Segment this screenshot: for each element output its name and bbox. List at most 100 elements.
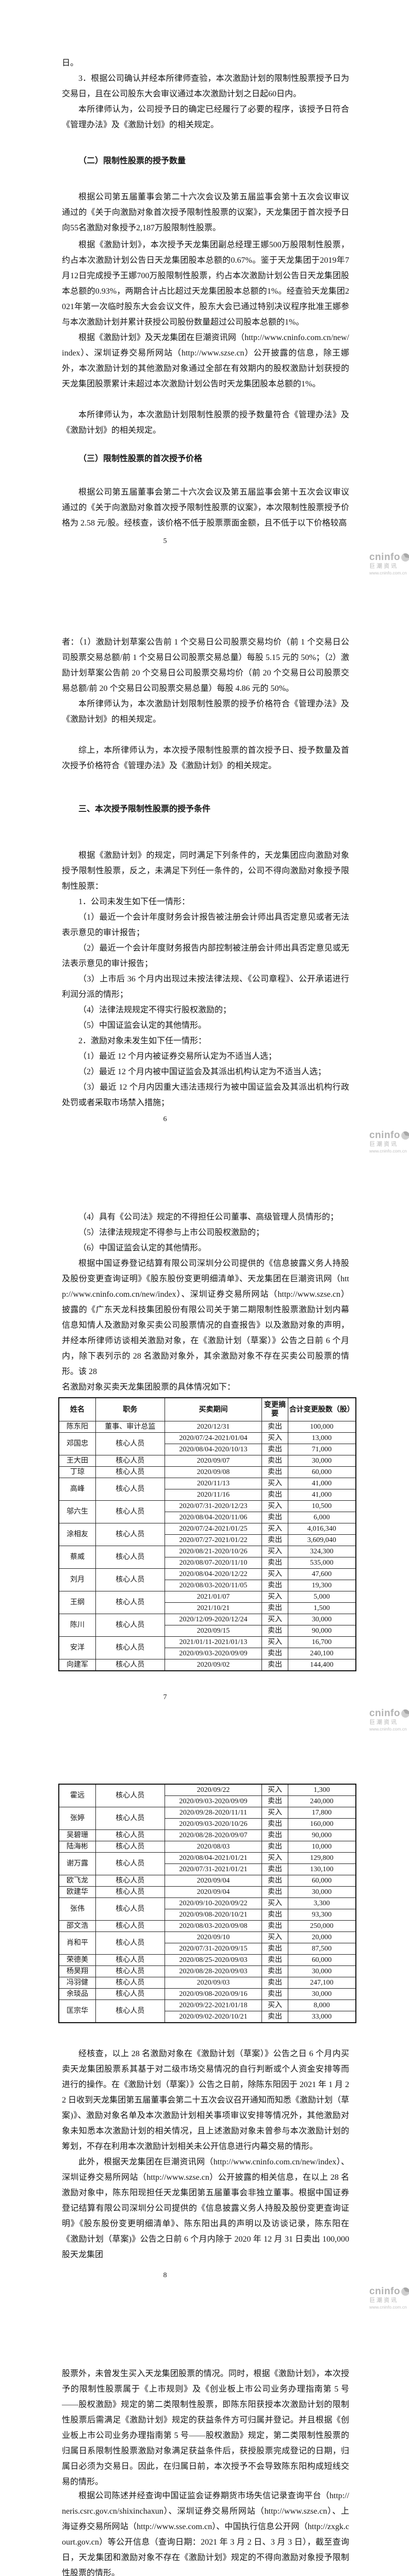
- table-row: 2020/09/02-2020/10/21 卖出 33,000: [59, 2011, 356, 2023]
- cell-position: 核心人员: [95, 1852, 165, 1875]
- table-row: 王大田 核心人员 2020/09/07 卖出 30,000: [58, 1455, 356, 1467]
- cell-action: 卖出: [261, 1421, 288, 1433]
- cell-position: 核心人员: [95, 1920, 165, 1932]
- table-row: 2020/07/31-2020/09/15 卖出 87,500: [59, 1943, 356, 1955]
- cell-shares: 1,500: [287, 1602, 356, 1614]
- list-item: （5）法律法规规定不得参与上市公司股权激励的；: [78, 1228, 265, 1237]
- cell-period: 2020/08/28-2020/09/03: [164, 1965, 263, 1977]
- cell-period: 2021/01/07: [164, 1591, 263, 1603]
- table-row: 欧飞龙 核心人员 2020/09/04 卖出 60,000: [58, 1875, 356, 1887]
- cell-position: 核心人员: [95, 1591, 165, 1614]
- paragraph: 本所律师认为，本次激励计划限制性股票的授予数量符合《管理办法》及《激励计划》的相…: [62, 411, 349, 435]
- cell-name: 陈东阳: [58, 1421, 96, 1433]
- cell-action: 卖出: [261, 1489, 288, 1501]
- paragraph: 根据《激励计划》的规定，同时满足下列条件的，天龙集团应向激励对象授予限制性股票，…: [62, 851, 349, 891]
- page-6: 者：（1）激励计划草案公告前 1 个交易日公司股票交易均价（前 1 个交易日公司…: [0, 578, 409, 1156]
- cninfo-url: www.cninfo.com.cn: [369, 1726, 407, 1732]
- cell-shares: 129,800: [287, 1852, 356, 1864]
- cell-shares: 19,300: [287, 1580, 356, 1591]
- paragraph: 名激励对象买卖天龙集团股票的具体情况如下：: [62, 1383, 236, 1392]
- cell-position: 核心人员: [95, 1999, 165, 2023]
- cninfo-url: www.cninfo.com.cn: [369, 2304, 407, 2310]
- cninfo-swirl-icon: [401, 2287, 409, 2296]
- cell-name: 陈川: [58, 1614, 96, 1637]
- cell-name: 匡宗华: [58, 1999, 96, 2023]
- cell-shares: 240,000: [287, 1795, 356, 1807]
- cell-period: 2020/07/31-2021/01/21: [164, 1863, 263, 1875]
- table-header: 变更摘要: [261, 1397, 288, 1421]
- table-row: 丁琼 核心人员 2020/09/08 卖出 60,000: [58, 1466, 356, 1478]
- cell-name: 高峰: [58, 1478, 96, 1501]
- table-row: 邓国忠 核心人员 2020/07/24-2021/01/04 买入 13,000: [58, 1432, 356, 1455]
- cell-shares: 17,800: [287, 1807, 356, 1819]
- list-item: 1．公司未发生如下任一情形：: [78, 897, 190, 906]
- cell-period: 2020/08/03-2020/11/05: [164, 1580, 263, 1591]
- cell-period: 2020/11/16: [164, 1489, 263, 1501]
- cell-shares: 30,000: [287, 1886, 356, 1898]
- cell-shares: 41,000: [287, 1478, 356, 1489]
- cell-period: 2020/09/10: [164, 1931, 263, 1943]
- cninfo-chinese-name: 巨潮资讯: [369, 563, 398, 569]
- cell-name: 欧建华: [58, 1886, 96, 1898]
- cell-shares: 535,000: [287, 1557, 356, 1569]
- cell-action: 卖出: [261, 1795, 288, 1807]
- cell-action: 卖出: [261, 1557, 288, 1569]
- cell-shares: 240,100: [287, 1648, 356, 1659]
- table-row: 2020/09/03-2020/09/09 卖出 240,000: [59, 1795, 356, 1807]
- table-row: 荣德美 核心人员 2020/08/25-2020/09/03 卖出 60,000: [58, 1954, 356, 1966]
- cell-action: 买入: [261, 1523, 288, 1535]
- table-row: 涂相友 核心人员 2020/07/24-2021/01/25 买入 4,016,340: [58, 1523, 356, 1546]
- list-item: （6）中国证监会认定的其他情形。: [78, 1244, 207, 1252]
- cell-action: 买入: [261, 1478, 288, 1489]
- cell-position: 核心人员: [95, 1500, 165, 1523]
- cninfo-logo-text: cninfo: [369, 1130, 400, 1141]
- cell-period: 2020/08/03: [164, 1841, 263, 1853]
- table-row: 肖和平 核心人员 2020/09/10 买入 20,000: [58, 1931, 356, 1955]
- cell-shares: 247,100: [287, 1977, 356, 1989]
- list-item: （5）中国证监会认定的其他情形。: [78, 1021, 207, 1030]
- cell-action: 买入: [261, 1636, 288, 1648]
- cell-name: 陆海彬: [58, 1841, 96, 1853]
- page-number: 5: [163, 537, 167, 545]
- cell-period: 2020/07/24-2021/01/04: [164, 1432, 263, 1444]
- table-row: 邵文浩 核心人员 2020/08/03-2020/09/08 卖出 250,000: [58, 1920, 356, 1932]
- table-row: 陈东阳 董事、审计总监 2020/12/31 卖出 100,000: [58, 1421, 356, 1433]
- table-row: 张伟 核心人员 2020/09/10-2020/09/22 买入 3,300: [58, 1897, 356, 1921]
- cninfo-swirl-icon: [401, 1131, 409, 1140]
- table-row: 2020/08/07-2020/11/10 卖出 535,000: [59, 1557, 356, 1569]
- cell-position: 核心人员: [95, 1546, 165, 1569]
- cell-shares: 6,000: [287, 1512, 356, 1523]
- page-9: 股票外，未曾发生买入天龙集团股票的情况。同时，根据《激励计划》，本次授予的限制性…: [0, 2312, 409, 2576]
- table-row: 安洋 核心人员 2021/01/11-2021/01/13 买入 16,700: [58, 1636, 356, 1659]
- cell-position: 核心人员: [95, 1807, 165, 1830]
- cell-action: 卖出: [261, 1466, 288, 1478]
- cell-period: 2020/12/31: [164, 1421, 263, 1433]
- cell-shares: 16,700: [287, 1636, 356, 1648]
- table-row: 2021/10/21 卖出 1,500: [59, 1602, 356, 1614]
- cninfo-logo-text: cninfo: [369, 1708, 400, 1719]
- cell-period: 2020/08/04-2020/12/22: [164, 1568, 263, 1580]
- table-row: 谢万露 核心人员 2020/08/04-2021/01/21 买入 129,800: [58, 1852, 356, 1875]
- cninfo-watermark: cninfo 巨潮资讯 www.cninfo.com.cn: [369, 552, 409, 575]
- table-row: 2020/07/27-2021/01/22 卖出 3,609,040: [59, 1534, 356, 1546]
- cell-shares: 90,000: [287, 1829, 356, 1841]
- cell-shares: 10,000: [287, 1841, 356, 1853]
- table-header: 姓名: [58, 1397, 96, 1421]
- cell-position: 核心人员: [95, 1954, 165, 1966]
- cell-action: 卖出: [261, 1512, 288, 1523]
- table-row: 2020/11/16 卖出 41,000: [59, 1489, 356, 1501]
- table-row: 霍远 核心人员 2020/09/22 买入 1,300: [58, 1784, 356, 1807]
- cell-period: 2020/09/03-2020/09/09: [164, 1648, 263, 1659]
- cell-period: 2020/08/04-2021/01/21: [164, 1852, 263, 1864]
- section-heading-grant-price: （三）限制性股票的首次授予价格: [78, 454, 203, 463]
- cell-shares: 100,000: [287, 1421, 356, 1433]
- cell-name: 荣德美: [58, 1954, 96, 1966]
- cell-name: 邬六生: [58, 1500, 96, 1523]
- cninfo-watermark: cninfo 巨潮资讯 www.cninfo.com.cn: [369, 1130, 409, 1154]
- cell-shares: 130,100: [287, 1863, 356, 1875]
- cell-action: 买入: [261, 1807, 288, 1819]
- cell-shares: 250,000: [287, 1920, 356, 1932]
- paragraph: 综上，本所律师认为，本次授予限制性股票的首次授予日、授予数量及首次授予价格符合《…: [62, 746, 349, 770]
- cell-period: 2020/07/31-2020/09/15: [164, 1943, 263, 1955]
